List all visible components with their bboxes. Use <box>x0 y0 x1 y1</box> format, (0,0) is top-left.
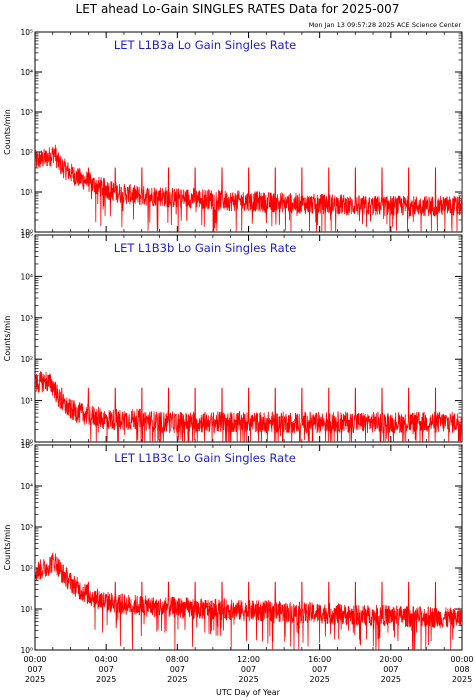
x-tick-label-year: 2025 <box>96 675 116 684</box>
x-axis-label: UTC Day of Year <box>216 688 281 697</box>
y-tick-label: 10¹ <box>20 397 33 406</box>
y-tick-label: 10⁴ <box>20 482 33 491</box>
y-tick-label: 10¹ <box>20 188 33 197</box>
y-tick-label: 10⁴ <box>20 272 33 281</box>
y-tick-label: 10⁰ <box>20 646 33 655</box>
y-tick-label: 10⁵ <box>20 28 33 37</box>
x-tick-label-time: 00:00 <box>23 655 46 664</box>
x-tick-label-time: 16:00 <box>308 655 331 664</box>
y-axis-label: Counts/min <box>3 525 12 571</box>
x-tick-label-doy: 008 <box>454 665 469 674</box>
x-tick-label-year: 2025 <box>167 675 187 684</box>
y-tick-label: 10⁰ <box>20 228 33 237</box>
y-axis-label: Counts/min <box>3 109 12 155</box>
x-tick-label-year: 2025 <box>381 675 401 684</box>
y-tick-label: 10¹ <box>20 605 33 614</box>
series-line <box>35 371 462 442</box>
x-tick-label-doy: 007 <box>383 665 398 674</box>
x-tick-label-year: 2025 <box>452 675 472 684</box>
series-line <box>35 144 462 232</box>
panel-title: LET L1B3c Lo Gain Singles Rate <box>114 451 296 465</box>
x-tick-label-time: 00:00 <box>450 655 473 664</box>
y-tick-label: 10² <box>20 355 33 364</box>
x-tick-label-year: 2025 <box>25 675 45 684</box>
panel-3: LET L1B3c Lo Gain Singles Rate 10⁰ 10¹ 10² 1… <box>3 441 463 655</box>
x-tick-label-doy: 007 <box>312 665 327 674</box>
y-tick-label: 10⁵ <box>20 231 33 240</box>
series-line <box>35 552 462 650</box>
y-tick-label: 10⁰ <box>20 438 33 447</box>
y-axis-label: Counts/min <box>3 316 12 362</box>
panel-2: LET L1B3b Lo Gain Singles Rate 10⁰ 10¹ 10² 1… <box>3 231 463 447</box>
y-tick-label: 10² <box>20 564 33 573</box>
x-tick-label-time: 04:00 <box>95 655 118 664</box>
y-tick-label: 10⁵ <box>20 441 33 450</box>
y-tick-label: 10³ <box>20 108 33 117</box>
x-tick-label-time: 20:00 <box>379 655 402 664</box>
x-tick-label-year: 2025 <box>238 675 258 684</box>
panel-title: LET L1B3b Lo Gain Singles Rate <box>114 241 297 255</box>
x-tick-label-doy: 007 <box>99 665 114 674</box>
x-tick-label-doy: 007 <box>241 665 256 674</box>
x-tick-label-time: 08:00 <box>166 655 189 664</box>
y-tick-label: 10³ <box>20 523 33 532</box>
x-tick-label-doy: 007 <box>170 665 185 674</box>
x-tick-label-doy: 007 <box>27 665 42 674</box>
y-tick-label: 10³ <box>20 314 33 323</box>
x-tick-label-time: 12:00 <box>237 655 260 664</box>
y-tick-label: 10² <box>20 148 33 157</box>
panel-1: LET L1B3a Lo Gain Singles Rate 10⁰ 10¹ 10² 1… <box>3 28 463 237</box>
y-tick-label: 10⁴ <box>20 68 33 77</box>
panel-title: LET L1B3a Lo Gain Singles Rate <box>114 38 296 52</box>
x-tick-label-year: 2025 <box>309 675 329 684</box>
timestamp: Mon Jan 13 09:57:28 2025 ACE Science Cen… <box>309 21 462 29</box>
chart-title: LET ahead Lo-Gain SINGLES RATES Data for… <box>76 2 400 16</box>
